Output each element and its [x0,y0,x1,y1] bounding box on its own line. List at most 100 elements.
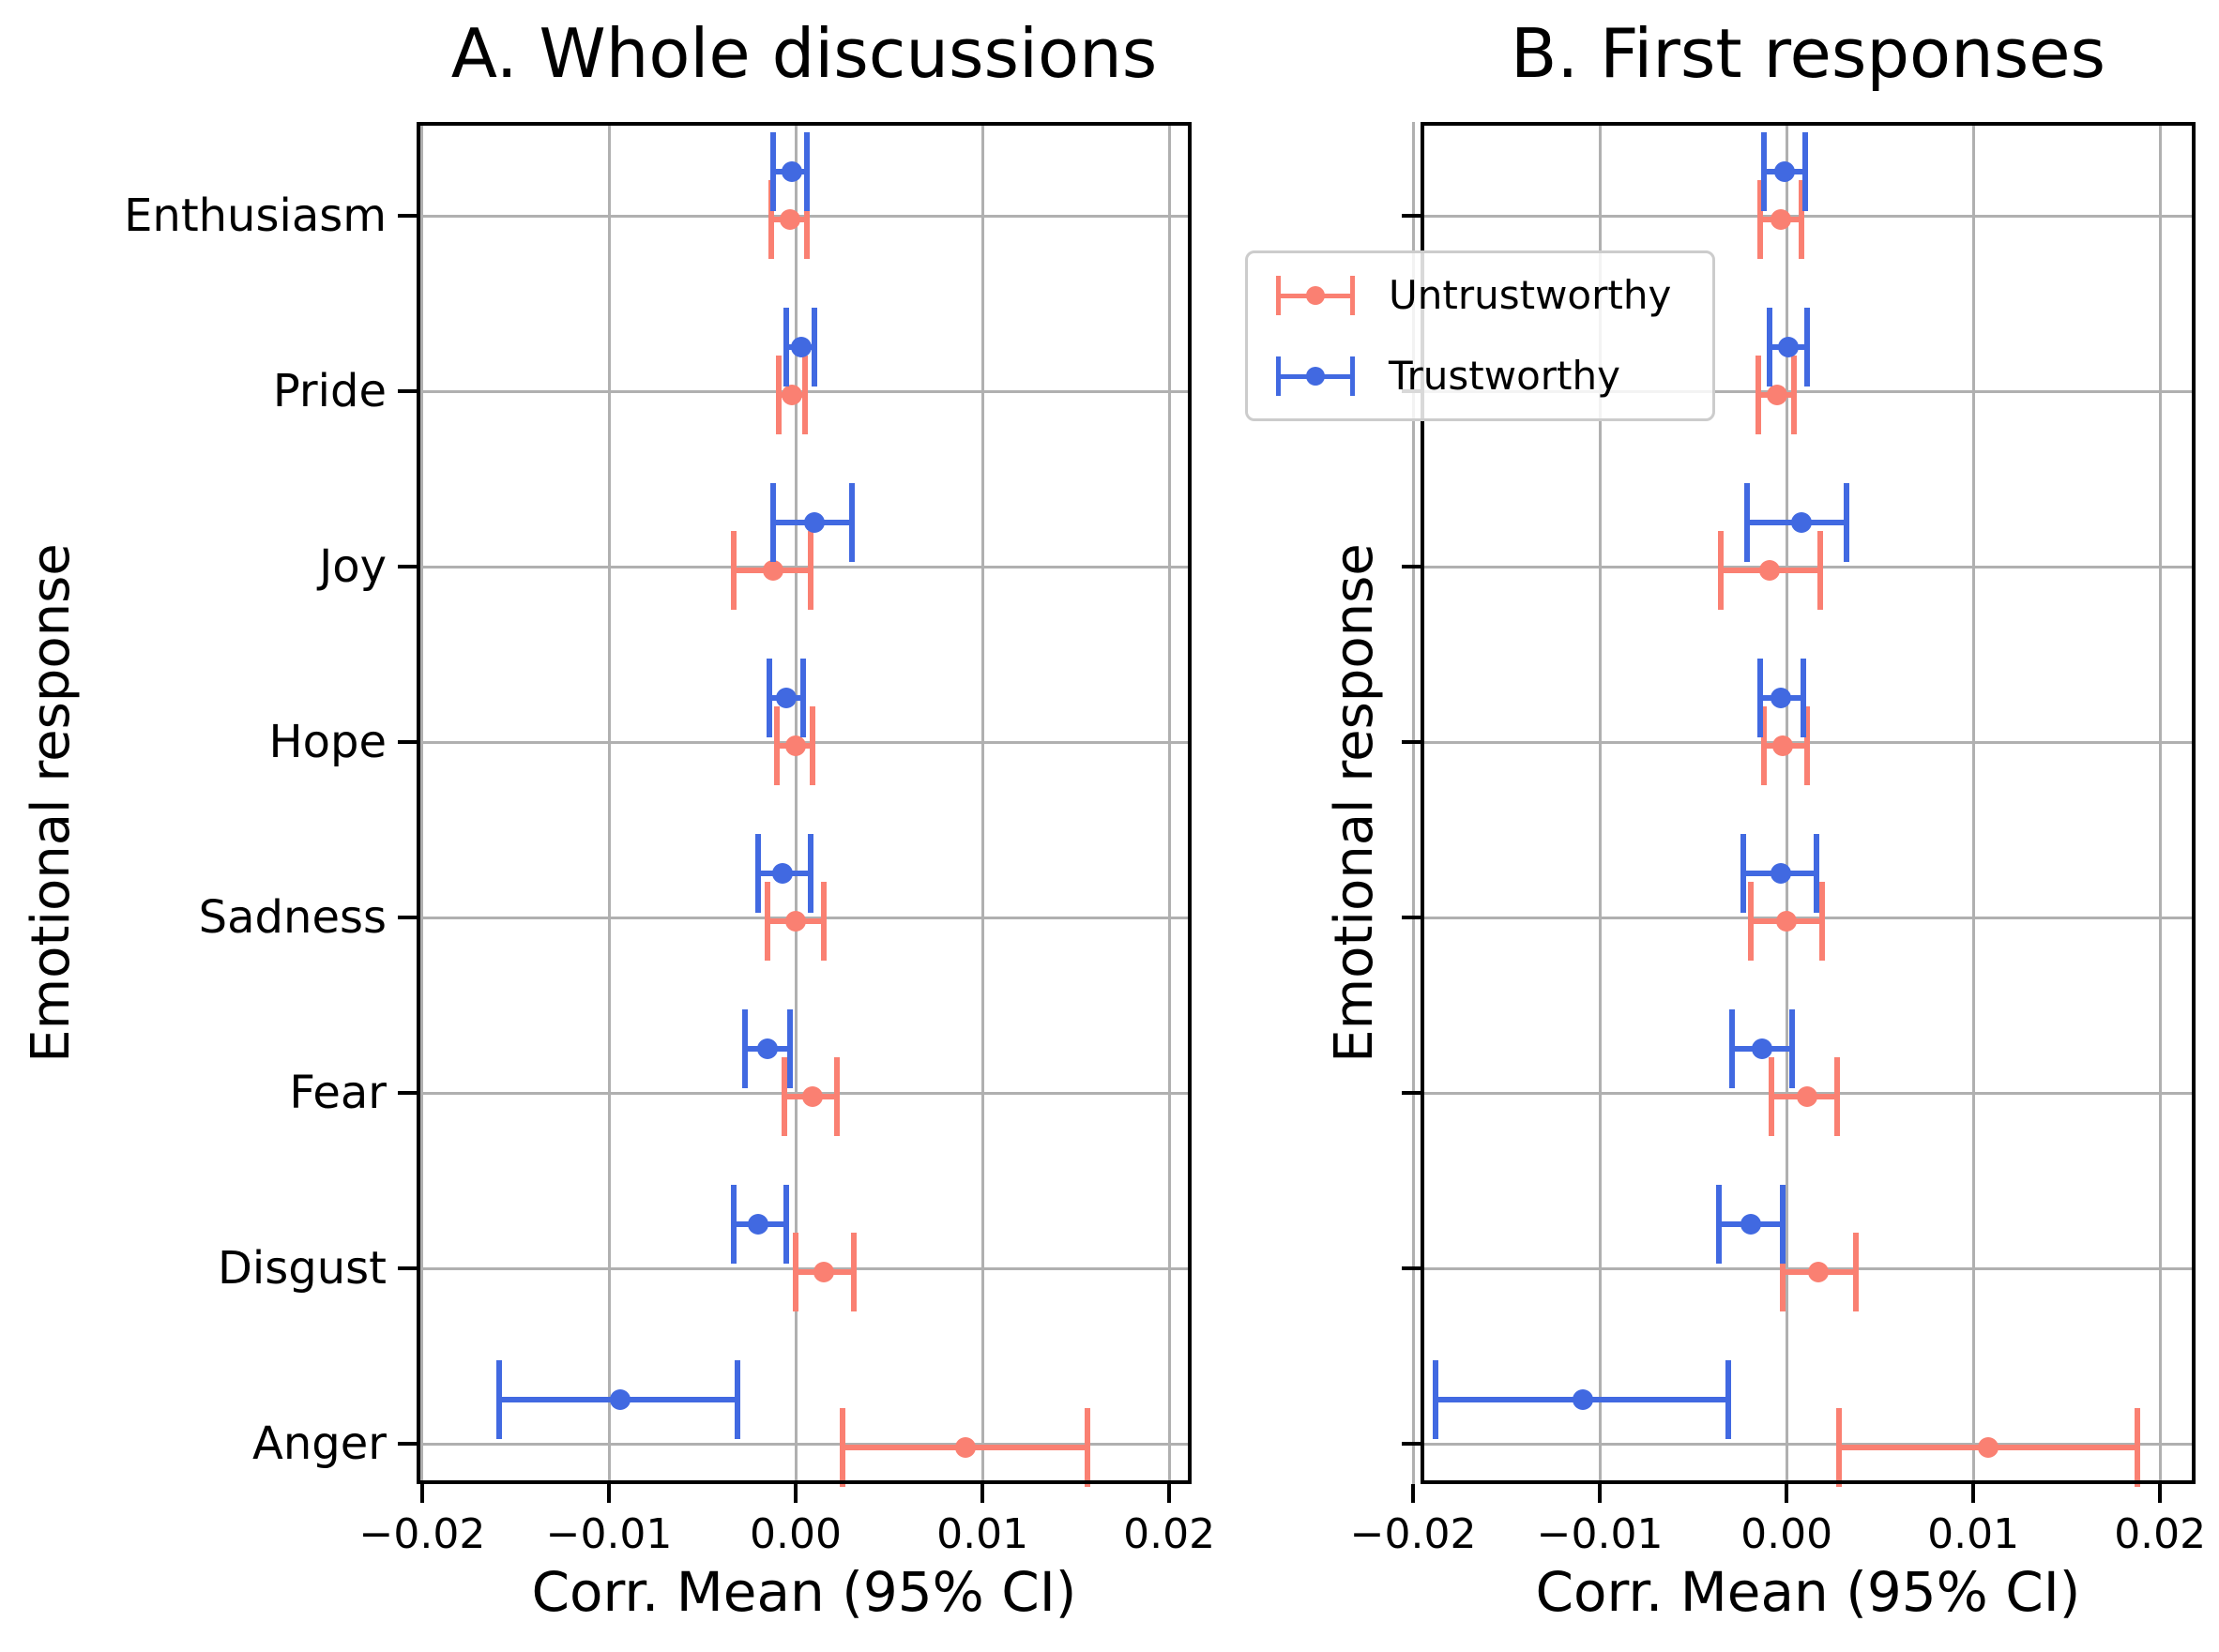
y-tick-label-disgust: Disgust [217,1242,387,1295]
x-tick-label-0.02: 0.02 [2114,1510,2207,1558]
errorbar-trustworthy-sadness-mean-point [1771,863,1792,884]
errorbar-untrustworthy-joy-mean-point [1759,560,1781,581]
errorbar-untrustworthy-enthusiasm-cap-high [1799,180,1805,259]
errorbar-trustworthy-disgust-cap-high [783,1185,790,1264]
glyph-dot [1306,367,1325,386]
errorbar-trustworthy-fear-cap-low [742,1009,749,1088]
errorbar-untrustworthy-sadness-cap-low [765,882,771,961]
glyph-cap-right [1350,275,1355,315]
y-axis-label-B: Emotional response [1324,543,1385,1063]
errorbar-untrustworthy-anger-mean-point [1978,1437,1999,1458]
errorbar-trustworthy-anger-cap-low [495,1360,502,1439]
errorbar-trustworthy-pride-cap-low [783,308,790,386]
gridline-row-joy [417,565,1192,568]
y-tick-label-fear: Fear [289,1067,387,1119]
errorbar-untrustworthy-disgust-cap-high [1852,1233,1859,1311]
legend: Untrustworthy Trustworthy [1245,250,1715,421]
y-tick-pride [398,389,417,393]
errorbar-untrustworthy-anger-mean-point [955,1437,977,1458]
x-tick-label-0.01: 0.01 [1927,1510,2020,1558]
errorbar-trustworthy-enthusiasm-mean-point [1774,161,1796,182]
errorbar-trustworthy-fear-cap-high [787,1009,794,1088]
errorbar-untrustworthy-pride-cap-high [1791,356,1798,434]
errorbar-trustworthy-sadness-mean-point [772,863,794,884]
errorbar-glyph-trustworthy-icon [1272,353,1359,400]
errorbar-trustworthy-sadness-cap-high [1813,834,1819,913]
errorbar-untrustworthy-disgust-cap-low [1780,1233,1786,1311]
y-tick-fear [398,1091,417,1095]
errorbar-trustworthy-disgust-mean-point [748,1214,769,1235]
errorbar-untrustworthy-sadness-cap-high [1818,882,1825,961]
x-tick-0 [1785,1484,1789,1503]
y-tick-fear [1402,1091,1421,1095]
errorbar-untrustworthy-disgust-cap-low [793,1233,799,1311]
errorbar-untrustworthy-fear-mean-point [1797,1086,1817,1107]
x-tick-label-0: 0.00 [750,1510,843,1558]
gridline-x-0 [1785,122,1788,1484]
glyph-cap-left [1276,356,1281,397]
errorbar-trustworthy-hope-mean-point [776,688,798,708]
gridline-x-0.02 [1167,122,1171,1484]
errorbar-untrustworthy-fear-cap-high [833,1057,840,1136]
errorbar-trustworthy-pride-cap-high [1804,308,1810,386]
errorbar-trustworthy-enthusiasm-cap-low [770,132,777,211]
errorbar-untrustworthy-disgust-mean-point [1807,1262,1829,1282]
errorbar-trustworthy-fear-cap-low [1729,1009,1736,1088]
panel-title-A: A. Whole discussions [450,14,1158,93]
errorbar-untrustworthy-enthusiasm-mean-point [1771,209,1792,230]
errorbar-trustworthy-anger-cap-high [735,1360,741,1439]
errorbar-untrustworthy-disgust-mean-point [813,1262,834,1282]
errorbar-untrustworthy-anger-cap-high [1084,1408,1090,1487]
glyph-dot [1306,285,1325,305]
errorbar-untrustworthy-sadness-mean-point [785,911,807,932]
errorbar-trustworthy-joy-mean-point [1791,512,1813,533]
errorbar-untrustworthy-enthusiasm-cap-low [768,180,775,259]
legend-label-trustworthy: Trustworthy [1389,353,1620,400]
errorbar-untrustworthy-joy-cap-high [1816,531,1823,610]
glyph-cap-left [1276,275,1281,315]
errorbar-untrustworthy-enthusiasm-mean-point [780,209,801,230]
errorbar-untrustworthy-sadness-mean-point [1776,911,1798,932]
errorbar-trustworthy-anger-cap-low [1432,1360,1438,1439]
errorbar-trustworthy-disgust-mean-point [1740,1214,1762,1235]
errorbar-trustworthy-pride-cap-low [1767,308,1773,386]
axes-spines-A [417,122,1192,1484]
y-tick-label-sadness: Sadness [198,891,387,944]
errorbar-untrustworthy-joy-cap-high [807,531,813,610]
errorbar-untrustworthy-hope-cap-low [774,706,781,785]
errorbar-untrustworthy-enthusiasm-cap-high [803,180,810,259]
errorbar-trustworthy-sadness-cap-high [807,834,813,913]
x-tick-0.01 [980,1484,985,1503]
errorbar-trustworthy-hope-cap-high [1801,659,1807,737]
x-tick--0.01 [1598,1484,1603,1503]
gridline-row-enthusiasm [1421,214,2196,218]
x-tick-0.02 [1167,1484,1172,1503]
x-axis-label-B: Corr. Mean (95% CI) [1535,1560,2081,1624]
gridline-row-anger [417,1442,1192,1446]
errorbar-trustworthy-fear-cap-high [1789,1009,1796,1088]
x-tick--0.01 [607,1484,611,1503]
gridline-x-0.01 [1971,122,1975,1484]
errorbar-trustworthy-pride-mean-point [791,337,812,357]
errorbar-trustworthy-anger-mean-point [609,1389,631,1410]
gridline-x-0.02 [2158,122,2162,1484]
errorbar-glyph-untrustworthy-icon [1272,272,1359,319]
errorbar-trustworthy-hope-cap-high [800,659,806,737]
y-tick-hope [398,740,417,744]
errorbar-trustworthy-joy-cap-high [848,483,855,562]
errorbar-untrustworthy-sadness-cap-low [1748,882,1755,961]
errorbar-untrustworthy-hope-cap-low [1761,706,1768,785]
gridline-x--0.01 [607,122,611,1484]
x-tick--0.02 [419,1484,424,1503]
x-tick-label-0.02: 0.02 [1123,1510,1216,1558]
errorbar-untrustworthy-joy-mean-point [763,560,784,581]
gridline-x--0.02 [420,122,424,1484]
errorbar-trustworthy-pride-mean-point [1778,337,1800,357]
errorbar-untrustworthy-disgust-cap-high [850,1233,857,1311]
errorbar-trustworthy-enthusiasm-cap-high [1802,132,1808,211]
errorbar-trustworthy-fear-mean-point [757,1038,779,1059]
y-tick-disgust [1402,1266,1421,1270]
errorbar-untrustworthy-hope-cap-high [809,706,815,785]
panel-title-B: B. First responses [1510,14,2106,93]
